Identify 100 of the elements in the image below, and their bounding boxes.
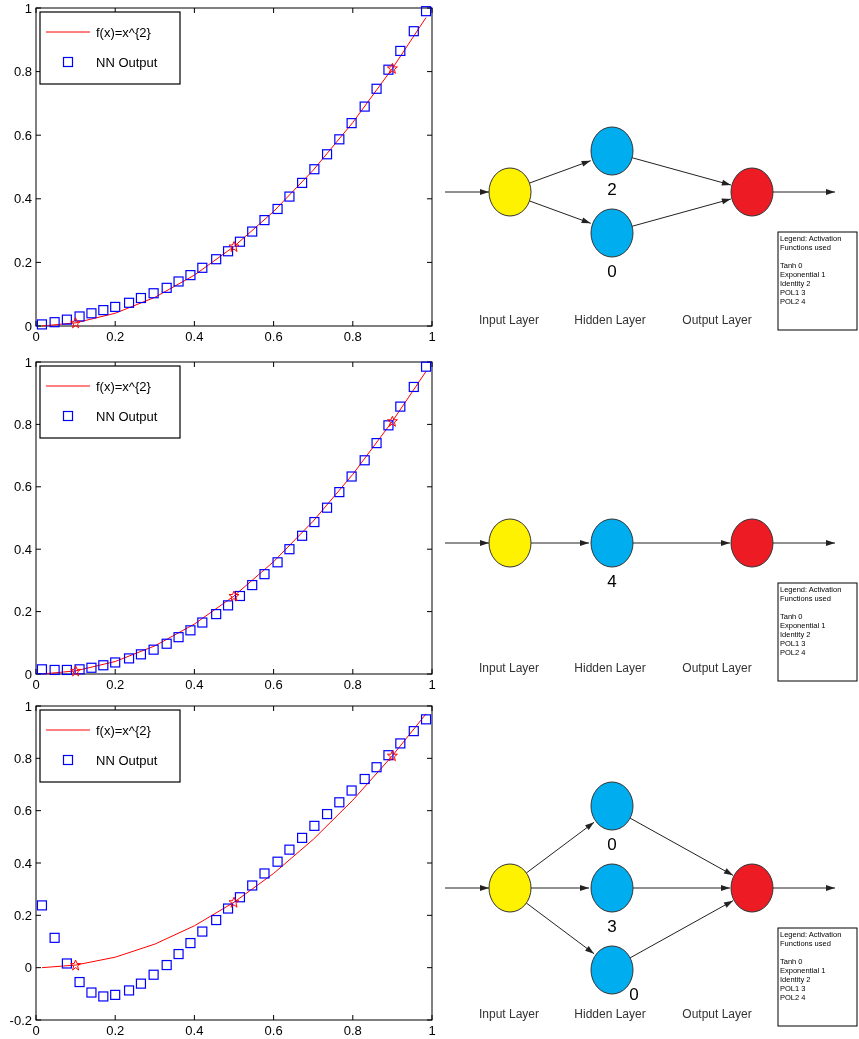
category-label: 2: [607, 179, 617, 199]
category-label: Hidden Layer: [574, 1007, 646, 1021]
point: [70, 665, 82, 677]
point: [173, 632, 184, 643]
point: [272, 203, 283, 215]
point: [110, 657, 121, 668]
point: [36, 900, 48, 911]
point: [148, 288, 159, 299]
category-label: 0: [607, 834, 617, 854]
y-tick-label: 0.8: [13, 64, 32, 80]
y-tick-label: 0.2: [13, 604, 32, 620]
category-label: 0: [629, 984, 639, 1004]
y-tick-label: 0.4: [13, 855, 32, 871]
point: [334, 134, 345, 145]
point: [61, 958, 72, 969]
point: [234, 236, 246, 247]
y-tick-label: 0.6: [13, 479, 32, 495]
point: [383, 420, 394, 431]
point: [86, 308, 97, 319]
point: [135, 978, 147, 989]
y-tick-label: 0.6: [13, 803, 32, 819]
point: [98, 305, 109, 316]
point: [86, 987, 97, 998]
category-label: Hidden Layer: [574, 661, 646, 675]
point: [272, 856, 283, 867]
point: [61, 314, 72, 325]
legend-label: f(x)=x^{2}: [96, 24, 152, 40]
point: [110, 301, 121, 313]
point: [61, 664, 72, 676]
point: [247, 579, 258, 591]
legend-label: f(x)=x^{2}: [96, 378, 152, 394]
y-tick-label: 0: [24, 318, 32, 334]
y-tick-label: 1: [24, 0, 32, 16]
point: [284, 191, 295, 202]
point: [49, 317, 60, 328]
point: [222, 903, 234, 914]
y-tick-label: 0.2: [13, 254, 32, 270]
x-tick-label: 0.4: [185, 1023, 204, 1038]
point: [135, 649, 147, 660]
point: [371, 83, 382, 94]
point: [74, 311, 85, 322]
x-tick-label: 0.6: [264, 677, 283, 692]
point: [70, 317, 82, 329]
category-label: Output Layer: [682, 313, 752, 327]
point: [185, 625, 196, 636]
category-label: 4: [607, 571, 617, 591]
point: [161, 638, 172, 649]
x-tick-label: 0.2: [106, 677, 125, 692]
point: [228, 896, 240, 908]
point: [386, 750, 398, 762]
point: [197, 926, 208, 937]
point: [359, 773, 370, 785]
legend-label: NN Output: [96, 752, 158, 768]
point: [309, 516, 320, 528]
category-label: Output Layer: [682, 1007, 752, 1021]
point: [234, 590, 246, 602]
x-tick-label: 0.6: [264, 329, 283, 344]
point: [309, 164, 320, 175]
point: [284, 844, 295, 855]
point: [334, 797, 345, 808]
point: [173, 948, 184, 960]
point: [161, 282, 172, 293]
point: [123, 297, 135, 308]
point: [197, 262, 208, 273]
x-tick-label: 1: [428, 329, 436, 344]
point: [211, 254, 222, 265]
point: [197, 617, 208, 628]
point: [297, 530, 308, 541]
point: [297, 832, 308, 843]
point: [383, 64, 394, 75]
point: [386, 62, 398, 74]
x-tick-label: 0.6: [264, 1023, 283, 1038]
point: [334, 487, 345, 498]
point: [371, 438, 382, 449]
point: [272, 557, 283, 568]
point: [321, 502, 333, 513]
point: [284, 544, 295, 555]
point: [259, 215, 270, 226]
point: [395, 738, 406, 749]
point: [98, 660, 109, 671]
point: [148, 969, 159, 980]
point: [371, 762, 382, 773]
point: [386, 415, 398, 427]
point: [321, 808, 333, 820]
point: [123, 985, 135, 996]
point: [408, 381, 419, 393]
point: [395, 401, 406, 412]
x-tick-label: 1: [428, 677, 436, 692]
point: [222, 246, 234, 257]
point: [49, 664, 60, 676]
x-tick-label: 1: [428, 1023, 436, 1038]
y-tick-label: 1: [24, 354, 32, 370]
y-tick-label: -0.2: [9, 1012, 32, 1028]
point: [173, 276, 184, 287]
point: [408, 726, 419, 737]
x-tick-label: 0.4: [185, 677, 204, 692]
x-tick-label: 0.8: [343, 677, 362, 692]
point: [36, 664, 48, 675]
point: [74, 664, 85, 675]
point: [383, 750, 394, 761]
